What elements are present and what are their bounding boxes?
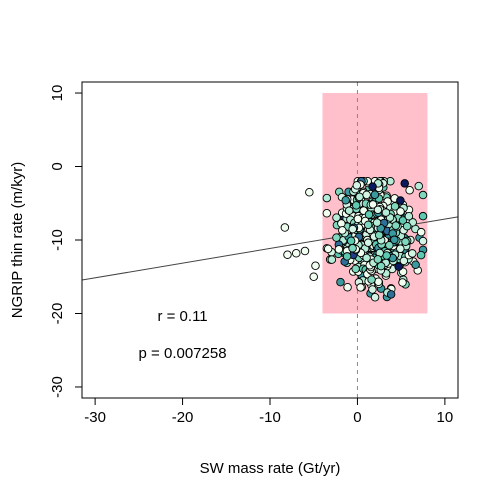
data-point: [401, 237, 410, 246]
data-point: [390, 235, 399, 245]
data-point: [351, 201, 361, 210]
x-tick-label: 10: [437, 409, 454, 426]
data-point: [291, 248, 301, 258]
x-axis: -30 -20 -10 0 10: [84, 398, 453, 426]
correlation-annotation: r = 0.11: [157, 308, 207, 325]
data-point: [332, 213, 341, 222]
data-point: [356, 283, 365, 292]
data-point: [374, 230, 384, 240]
data-point: [336, 277, 345, 287]
data-point: [305, 187, 314, 197]
y-axis: -30 -20 -10 0 10: [49, 85, 82, 398]
data-point: [399, 256, 409, 266]
data-point: [408, 249, 417, 258]
data-point: [396, 207, 405, 216]
data-point: [372, 218, 382, 227]
data-point: [362, 190, 371, 200]
data-point: [346, 236, 356, 246]
data-point: [309, 272, 318, 281]
data-point: [390, 202, 400, 211]
data-point: [368, 182, 377, 191]
data-point: [343, 282, 352, 292]
y-axis-label: NGRIP thin rate (m/kyr): [9, 162, 26, 318]
data-point: [344, 206, 354, 215]
data-point: [402, 221, 412, 231]
data-point: [362, 253, 371, 263]
x-tick-label: -20: [172, 409, 194, 426]
y-tick-label: 0: [49, 162, 66, 170]
data-point: [352, 181, 362, 190]
data-point: [386, 290, 396, 299]
data-point: [364, 210, 374, 219]
x-tick-label: -10: [259, 409, 281, 426]
data-point: [348, 224, 357, 234]
data-point: [367, 275, 376, 284]
data-point: [355, 192, 364, 202]
data-point: [411, 260, 420, 269]
data-point: [391, 221, 401, 230]
data-point: [385, 240, 394, 250]
data-point: [400, 179, 409, 188]
data-point: [351, 264, 360, 274]
y-tick-label: 10: [49, 85, 66, 102]
data-point: [368, 285, 377, 294]
data-point: [338, 226, 347, 235]
data-point: [334, 245, 344, 254]
data-point: [322, 209, 332, 218]
data-point: [414, 181, 423, 191]
data-point: [363, 220, 373, 230]
data-point: [381, 208, 391, 217]
data-point: [353, 214, 363, 224]
data-point: [342, 252, 352, 261]
data-point: [327, 255, 337, 264]
data-point: [323, 244, 333, 254]
data-point: [322, 193, 332, 203]
y-tick-label: -30: [49, 376, 66, 398]
data-point: [396, 244, 405, 253]
y-tick-label: -10: [49, 229, 66, 251]
data-point: [311, 261, 320, 270]
x-tick-label: -30: [84, 409, 106, 426]
y-tick-label: -20: [49, 303, 66, 325]
data-point: [373, 205, 383, 215]
data-point: [398, 278, 407, 287]
data-point: [398, 216, 408, 225]
data-point: [337, 219, 346, 228]
data-point: [370, 190, 380, 199]
data-point: [368, 200, 378, 209]
data-point: [283, 250, 292, 259]
data-point: [280, 223, 290, 232]
data-point: [418, 236, 428, 246]
data-point: [404, 211, 414, 221]
x-tick-label: 0: [353, 409, 361, 426]
data-point: [373, 255, 383, 264]
data-point: [341, 195, 350, 205]
x-axis-label: SW mass rate (Gt/yr): [200, 460, 341, 477]
data-point: [348, 243, 357, 253]
scatter-points: [280, 176, 428, 302]
data-point: [382, 251, 391, 260]
data-point: [418, 190, 428, 200]
data-point: [363, 238, 373, 247]
data-point: [376, 261, 386, 271]
p-value-annotation: p = 0.007258: [139, 345, 227, 362]
data-point: [332, 233, 341, 242]
data-point: [416, 227, 426, 237]
data-point: [405, 185, 414, 195]
data-point: [418, 211, 428, 221]
data-point: [396, 196, 405, 205]
data-point: [370, 293, 380, 302]
data-point: [394, 262, 403, 271]
data-point: [300, 246, 310, 256]
data-point: [416, 250, 426, 260]
